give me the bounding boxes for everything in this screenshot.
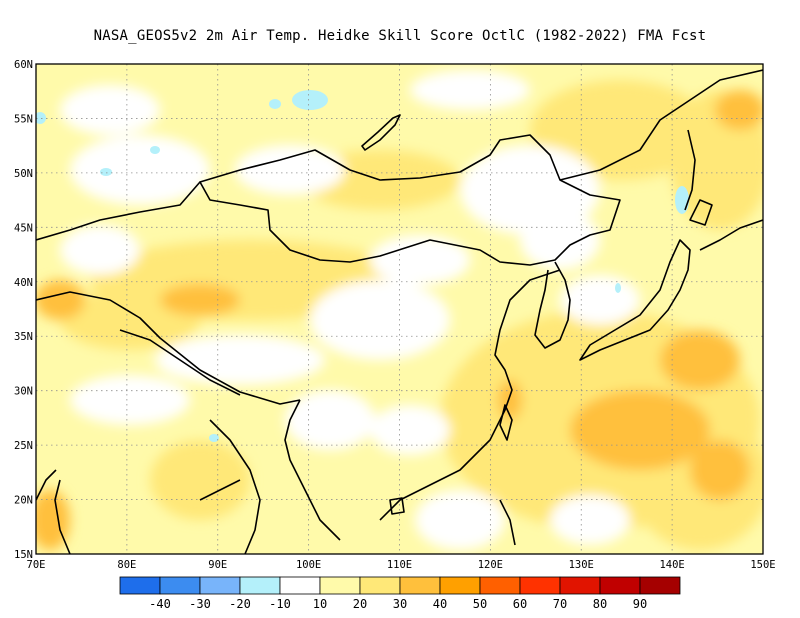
- lat-label: 25N: [14, 440, 33, 452]
- colorbar-label: 40: [433, 597, 447, 611]
- longitude-labels: 70E 80E 90E 100E 110E 120E 130E 140E 150E: [27, 559, 776, 571]
- plot-frame: [35, 63, 764, 555]
- lon-label: 80E: [117, 559, 136, 571]
- colorbar-label: -20: [229, 597, 251, 611]
- colorbar-swatch: [479, 576, 521, 595]
- map-title: NASA_GEOS5v2 2m Air Temp. Heidke Skill S…: [93, 28, 707, 44]
- lon-label: 100E: [296, 559, 321, 571]
- colorbar: [119, 576, 681, 595]
- latitude-labels: 15N 20N 25N 30N 35N 40N 45N 50N 55N 60N: [14, 59, 33, 561]
- lon-label: 130E: [569, 559, 594, 571]
- lat-label: 60N: [14, 59, 33, 71]
- coastlines: [36, 69, 763, 554]
- colorbar-label: -40: [149, 597, 171, 611]
- colorbar-swatch: [239, 576, 281, 595]
- colorbar-label: 50: [473, 597, 487, 611]
- lat-label: 15N: [14, 549, 33, 561]
- lon-label: 120E: [478, 559, 503, 571]
- colorbar-swatch: [599, 576, 641, 595]
- lat-label: 55N: [14, 113, 33, 125]
- lat-label: 45N: [14, 222, 33, 234]
- colorbar-label: -30: [189, 597, 211, 611]
- lat-label: 40N: [14, 277, 33, 289]
- colorbar-swatch: [559, 576, 601, 595]
- colorbar-swatch: [439, 576, 481, 595]
- colorbar-labels: -40 -30 -20 -10 10 20 30 40 50 60 70 80 90: [149, 597, 647, 611]
- lon-label: 90E: [208, 559, 227, 571]
- colorbar-swatch: [159, 576, 201, 595]
- lon-label: 110E: [387, 559, 412, 571]
- lat-label: 35N: [14, 331, 33, 343]
- lat-label: 30N: [14, 386, 33, 398]
- colorbar-swatch: [399, 576, 441, 595]
- colorbar-swatch: [319, 576, 361, 595]
- colorbar-label: 10: [313, 597, 327, 611]
- shaded-field: [36, 64, 763, 554]
- gridlines: [36, 64, 763, 554]
- colorbar-swatch: [119, 576, 161, 595]
- colorbar-swatch: [519, 576, 561, 595]
- lat-label: 50N: [14, 168, 33, 180]
- lat-label: 20N: [14, 495, 33, 507]
- colorbar-swatch: [279, 576, 321, 595]
- colorbar-label: 30: [393, 597, 407, 611]
- lon-label: 70E: [27, 559, 46, 571]
- colorbar-swatch: [359, 576, 401, 595]
- colorbar-label: 20: [353, 597, 367, 611]
- negative-patch: [292, 90, 328, 110]
- lon-label: 150E: [750, 559, 775, 571]
- colorbar-swatch: [639, 576, 681, 595]
- lon-label: 140E: [659, 559, 684, 571]
- colorbar-label: 60: [513, 597, 527, 611]
- colorbar-label: 80: [593, 597, 607, 611]
- colorbar-label: -10: [269, 597, 291, 611]
- colorbar-label: 90: [633, 597, 647, 611]
- colorbar-label: 70: [553, 597, 567, 611]
- colorbar-swatch: [199, 576, 241, 595]
